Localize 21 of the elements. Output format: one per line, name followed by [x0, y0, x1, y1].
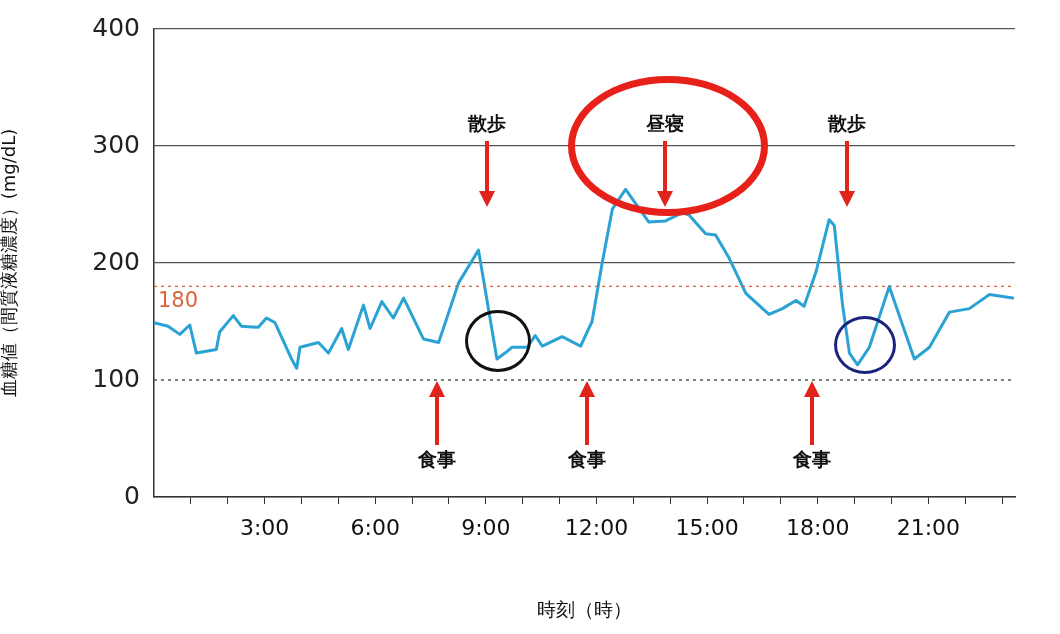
ref-line-label: 180: [158, 288, 199, 313]
y-tick-label: 100: [92, 363, 140, 393]
y-tick-label: 300: [92, 129, 140, 159]
annotation: 散歩: [467, 111, 506, 134]
annotation: 食事: [567, 447, 606, 470]
x-tick-label: 18:00: [786, 514, 850, 540]
annotation: 食事: [792, 447, 831, 470]
x-tick-label: 9:00: [461, 514, 511, 540]
x-tick-label: 12:00: [564, 514, 629, 540]
x-tick-label: 15:00: [675, 514, 739, 540]
x-tick-label: 3:00: [239, 514, 290, 540]
y-tick-label: 400: [92, 12, 140, 42]
annotation: 食事: [417, 447, 456, 470]
x-axis-title: 時刻（時）: [537, 597, 632, 620]
y-axis-title: 血糖値（間質液糖濃度）(mg/dL): [0, 128, 20, 398]
x-tick-label: 21:00: [896, 514, 961, 540]
annotation: 昼寝: [645, 111, 684, 134]
x-tick-label: 6:00: [350, 514, 400, 540]
annotation: 散歩: [827, 111, 866, 134]
y-tick-label: 200: [92, 246, 140, 276]
y-tick-label: 0: [124, 480, 140, 510]
